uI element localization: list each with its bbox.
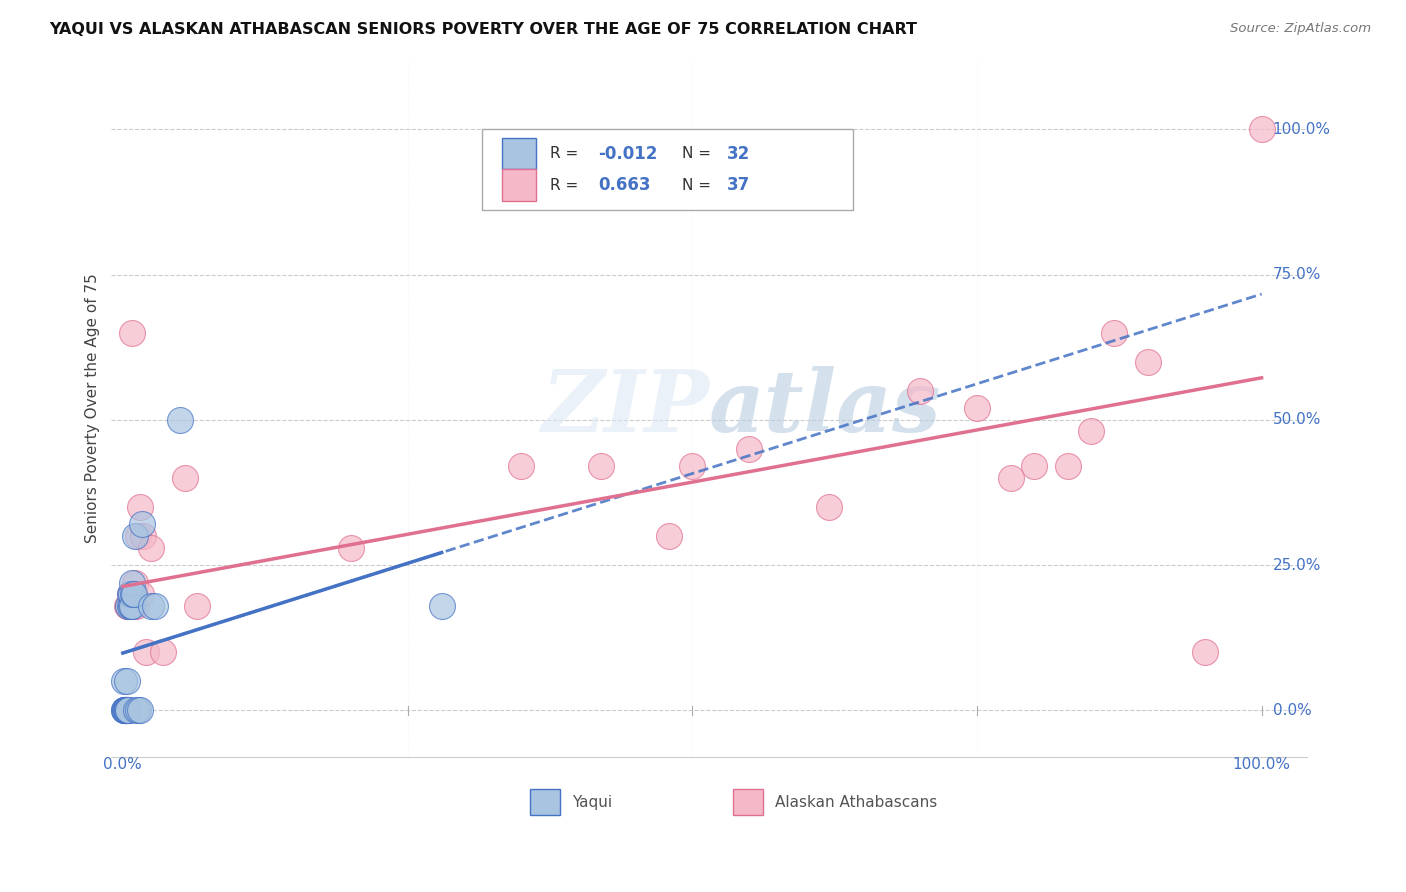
Y-axis label: Seniors Poverty Over the Age of 75: Seniors Poverty Over the Age of 75 [86,273,100,543]
Point [174,471,197,485]
Point [966,401,988,416]
Text: 100.0%: 100.0% [1272,122,1330,136]
Point [118,587,141,601]
Point [1102,326,1125,340]
Point [125,599,148,613]
Point [117,599,139,613]
Point [122,587,145,601]
Point [120,599,142,613]
Point [117,703,139,717]
Text: 75.0%: 75.0% [1272,267,1322,282]
Point [114,703,136,717]
Point [1022,459,1045,474]
Text: Source: ZipAtlas.com: Source: ZipAtlas.com [1230,22,1371,36]
Point [120,599,142,613]
FancyBboxPatch shape [502,169,536,201]
Point [591,459,613,474]
Point [117,599,139,613]
Point [121,599,143,613]
Point [186,599,208,613]
Point [117,703,139,717]
Text: N =: N = [682,178,716,193]
Point [128,703,150,717]
Point [132,529,155,543]
Point [115,703,138,717]
Text: 100.0%: 100.0% [1233,757,1291,772]
Point [152,645,174,659]
Point [115,703,138,717]
Point [141,541,163,555]
Text: 0.0%: 0.0% [1272,703,1312,718]
Point [1250,122,1272,136]
Text: 50.0%: 50.0% [1272,412,1322,427]
Point [125,703,148,717]
Point [129,587,152,601]
Text: atlas: atlas [709,367,942,450]
Point [1136,355,1159,369]
Point [122,587,145,601]
Point [117,674,139,689]
FancyBboxPatch shape [482,129,853,210]
Text: -0.012: -0.012 [598,145,658,162]
Point [1057,459,1080,474]
Point [141,599,163,613]
Point [127,529,149,543]
Point [135,645,157,659]
Point [169,413,191,427]
Point [121,575,143,590]
Point [114,703,136,717]
Point [118,599,141,613]
Text: ZIP: ZIP [541,367,709,450]
Text: 37: 37 [727,176,751,194]
Text: 32: 32 [727,145,751,162]
Point [122,599,145,613]
FancyBboxPatch shape [502,138,536,169]
FancyBboxPatch shape [733,789,763,815]
Point [908,384,931,398]
Point [112,703,135,717]
Text: Alaskan Athabascans: Alaskan Athabascans [775,795,938,810]
Point [738,442,761,456]
Point [121,326,143,340]
Point [118,587,141,601]
Point [112,674,135,689]
Point [115,703,138,717]
Point [1080,425,1102,439]
Point [112,703,135,717]
Text: N =: N = [682,146,716,161]
Point [117,599,139,613]
Point [114,703,136,717]
Point [124,575,146,590]
Text: YAQUI VS ALASKAN ATHABASCAN SENIORS POVERTY OVER THE AGE OF 75 CORRELATION CHART: YAQUI VS ALASKAN ATHABASCAN SENIORS POVE… [49,22,917,37]
Point [120,587,142,601]
Point [510,459,533,474]
Text: R =: R = [550,146,583,161]
Text: 25.0%: 25.0% [1272,558,1322,573]
Point [143,599,166,613]
Point [131,517,153,532]
Point [117,703,139,717]
Point [114,703,136,717]
Text: 0.663: 0.663 [598,176,651,194]
Point [818,500,841,514]
Point [115,703,138,717]
Point [681,459,703,474]
Point [127,703,149,717]
Point [1194,645,1216,659]
Text: Yaqui: Yaqui [572,795,612,810]
Point [658,529,681,543]
Point [339,541,361,555]
Point [430,599,453,613]
Text: R =: R = [550,178,583,193]
Point [122,587,145,601]
Point [128,500,150,514]
Point [124,529,146,543]
Point [1000,471,1022,485]
Point [117,703,139,717]
Text: 0.0%: 0.0% [104,757,142,772]
FancyBboxPatch shape [530,789,560,815]
